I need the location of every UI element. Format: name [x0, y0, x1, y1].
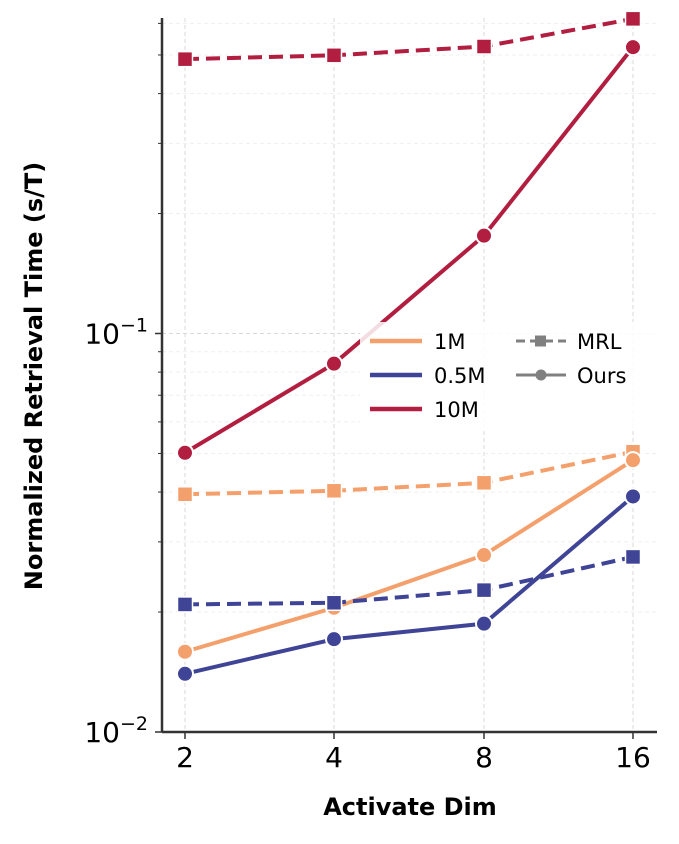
marker-square-05m-mrl: [475, 581, 493, 599]
series-line-10m-ours: [183, 45, 635, 455]
marker-square-10m-mrl: [624, 10, 642, 28]
legend-label: 1M: [434, 330, 465, 354]
legend-marker-circle: [535, 369, 547, 381]
marker-square-10m-mrl: [475, 38, 493, 55]
marker-square-1m-mrl: [475, 474, 493, 492]
x-tick-label: 8: [475, 741, 493, 774]
series-line-05m-ours: [184, 494, 635, 676]
legend: 1M 0.5M 10M MRL Ours: [360, 322, 657, 428]
series-line-05m-mrl: [184, 554, 634, 607]
marker-circle-05m-ours: [325, 630, 343, 649]
marker-circle-1m-ours: [176, 642, 194, 661]
x-tick-label: 2: [176, 741, 194, 774]
marker-square-05m-mrl: [624, 548, 642, 566]
y-axis-title: Normalized Retrieval Time (s/T): [20, 162, 48, 590]
x-tick-label: 16: [615, 741, 651, 774]
legend-label: Ours: [577, 364, 626, 388]
marker-circle-10m-ours: [624, 38, 642, 57]
legend-marker-square: [535, 335, 546, 347]
marker-circle-10m-ours: [325, 354, 343, 373]
axes: [155, 18, 657, 739]
x-tick-label: 4: [325, 741, 343, 774]
marker-square-10m-mrl: [325, 47, 343, 64]
marker-circle-1m-ours: [624, 451, 642, 470]
marker-square-10m-mrl: [176, 50, 194, 68]
marker-circle-1m-ours: [475, 546, 493, 565]
tick-labels: 2 4 8 16 10−1 10−2: [84, 315, 650, 775]
legend-label: MRL: [577, 330, 622, 354]
legend-label: 10M: [434, 398, 479, 422]
marker-square-1m-mrl: [325, 482, 343, 500]
marker-square-05m-mrl: [325, 594, 343, 612]
series-line-1m-ours: [184, 458, 635, 654]
plot-area: [176, 10, 642, 683]
y-tick-label: 10−1: [84, 315, 148, 351]
x-axis-title: Activate Dim: [323, 793, 497, 821]
marker-square-1m-mrl: [176, 486, 194, 503]
marker-circle-10m-ours: [475, 226, 493, 245]
legend-label: 0.5M: [434, 364, 486, 388]
marker-square-05m-mrl: [176, 596, 194, 613]
y-tick-label: 10−2: [84, 713, 148, 749]
series-line-1m-mrl: [184, 449, 634, 497]
marker-circle-05m-ours: [176, 664, 194, 683]
series-line-10m-mrl: [184, 16, 634, 62]
marker-circle-05m-ours: [624, 487, 642, 506]
marker-circle-10m-ours: [176, 443, 194, 462]
marker-circle-05m-ours: [475, 614, 493, 633]
